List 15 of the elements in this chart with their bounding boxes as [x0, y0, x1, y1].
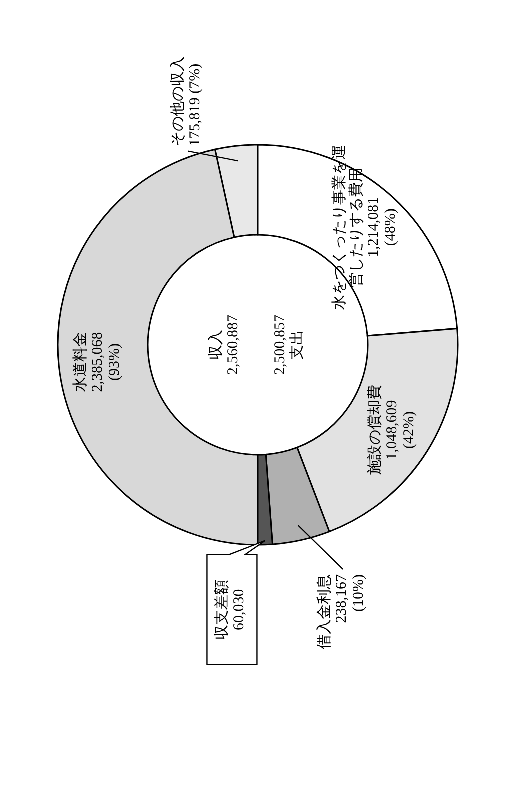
data-label: 238,167 (10%) — [334, 574, 368, 624]
text: 2,500,857 — [272, 314, 289, 375]
slice-label: 借入金利息 — [316, 574, 334, 650]
data-label: 1,214,081 (48%) — [366, 197, 400, 258]
data-label: 2,385,068 (93%) — [90, 332, 124, 392]
data-label: 1,048,609 (42%) — [384, 400, 418, 460]
data-label: 60,030 — [232, 589, 248, 630]
slice-label: 施設の償却費 — [366, 385, 384, 476]
data-label: 175,819 (7%) — [188, 64, 204, 146]
text: 収入 — [208, 330, 225, 360]
slice-label: 収支差額 — [214, 580, 232, 640]
slice-label: その他の収入 — [170, 56, 188, 146]
text: 2,560,887 — [226, 314, 242, 375]
text: 支出 — [288, 330, 306, 360]
slice-label: 水道料金 — [72, 332, 90, 392]
